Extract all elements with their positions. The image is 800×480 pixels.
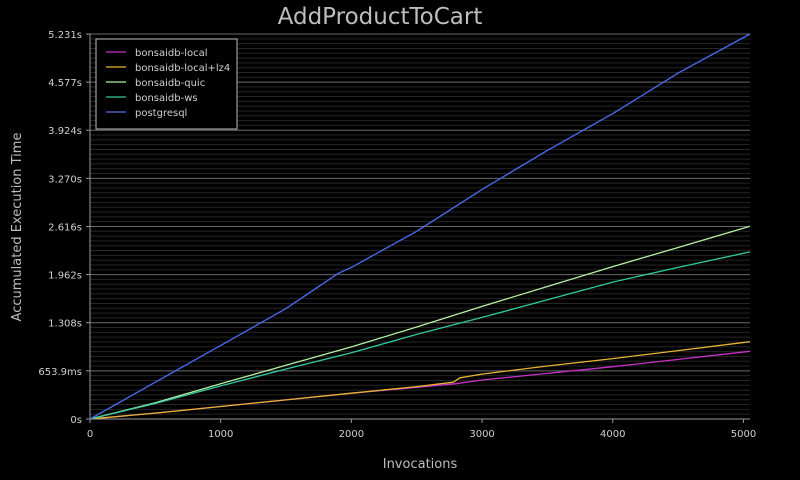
y-tick-label: 3.924s [48,126,82,137]
series-lines [89,33,751,420]
legend-entry: bonsaidb-local [135,48,208,59]
y-axis-ticks: 0s 653.9ms 1.308s 1.962s 2.616s 3.270s 3.924s 4… [38,30,90,426]
legend-entry: postgresql [135,108,187,119]
y-tick-label: 3.270s [48,174,82,185]
x-tick-label: 4000 [600,429,625,440]
y-tick-label: 0s [70,415,82,426]
x-axis-label: Invocations [383,457,458,472]
x-tick-label: 2000 [339,429,364,440]
y-tick-label: 1.308s [48,319,82,330]
x-tick-label: 3000 [469,429,494,440]
y-axis-label: Accumulated Execution Time [10,133,25,322]
y-tick-label: 1.962s [48,271,82,282]
legend-box [95,38,238,130]
x-axis-ticks: 0 1000 2000 3000 4000 5000 [87,419,756,440]
legend: bonsaidb-local bonsaidb-local+lz4 bonsaidb… [95,38,238,130]
legend-entry: bonsaidb-local+lz4 [135,63,230,74]
legend-entry: bonsaidb-quic [135,78,205,89]
y-tick-label: 653.9ms [38,367,82,378]
series-line-bonsaidb-quic [89,225,751,420]
chart-title: AddProductToCart [278,4,483,30]
x-tick-label: 1000 [208,429,233,440]
y-tick-label: 5.231s [48,30,82,41]
legend-entry: bonsaidb-ws [135,93,198,104]
y-tick-label: 4.577s [48,78,82,89]
x-tick-label: 0 [87,429,93,440]
series-line-postgresql [89,33,751,420]
series-line-bonsaidb-ws [89,251,751,420]
x-tick-label: 5000 [731,429,756,440]
series-line-bonsaidb-local-lz4 [89,341,751,420]
y-tick-label: 2.616s [48,222,82,233]
